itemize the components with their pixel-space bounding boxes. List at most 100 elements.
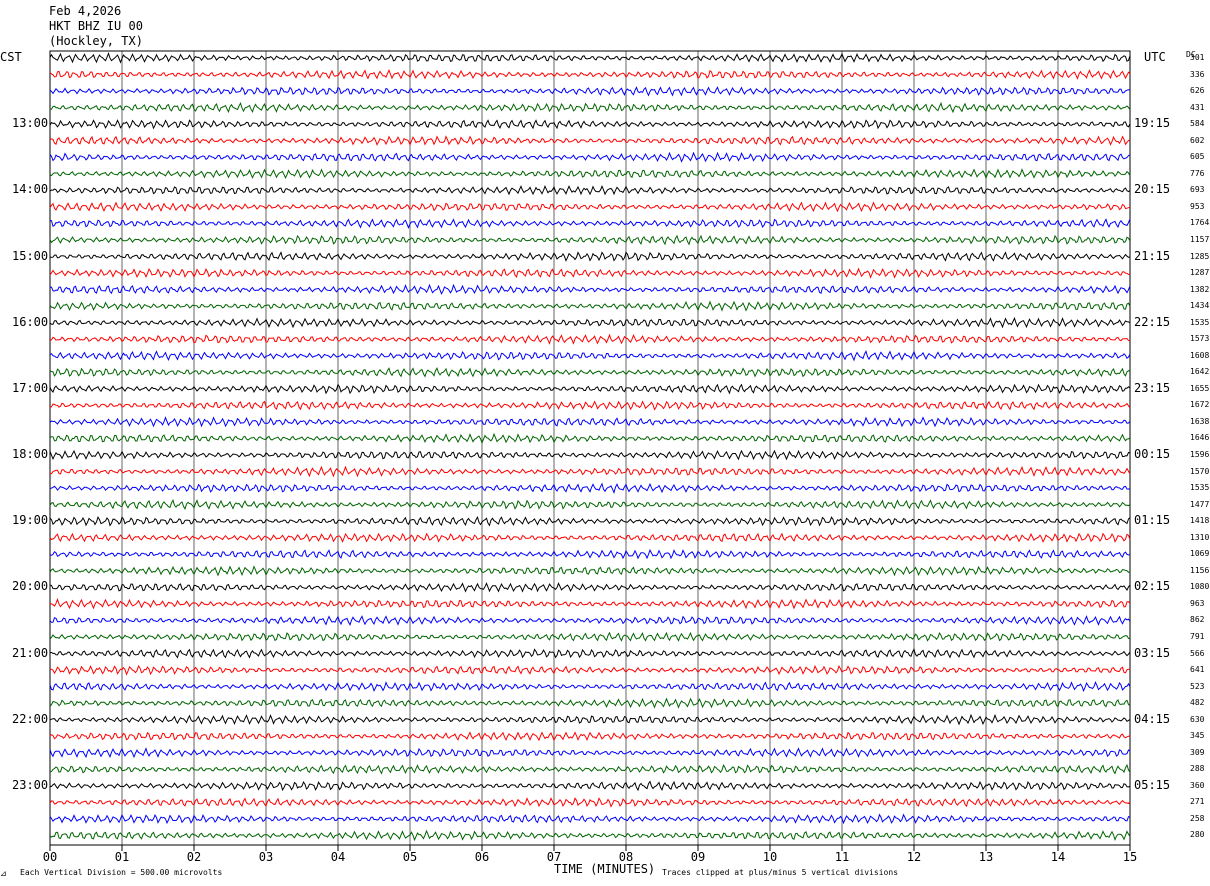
trace-row-40 xyxy=(49,697,1131,709)
trace-row-44 xyxy=(49,763,1131,775)
left-hour-label: 22:00 xyxy=(12,711,49,726)
dc-offset-value: 1157 xyxy=(1190,234,1210,244)
right-hour-label: 03:15 xyxy=(1134,645,1171,660)
dc-offset-value: 345 xyxy=(1190,731,1205,741)
trace-row-15 xyxy=(49,283,1131,295)
plot-date: Feb 4,2026 xyxy=(49,4,122,18)
trace-row-33 xyxy=(49,582,1131,593)
dc-offset-value: 280 xyxy=(1190,830,1205,840)
right-hour-label: 23:15 xyxy=(1134,380,1171,395)
trace-row-12 xyxy=(49,234,1131,246)
dc-offset-value: 1764 xyxy=(1190,218,1210,228)
dc-offset-value: 641 xyxy=(1190,665,1205,675)
x-tick-label: 01 xyxy=(115,850,129,864)
right-hour-label: 19:15 xyxy=(1134,116,1171,131)
dc-offset-value: 566 xyxy=(1190,648,1205,658)
dc-header-label: DC xyxy=(1186,50,1196,59)
trace-row-20 xyxy=(49,367,1131,378)
right-timezone-label: UTC xyxy=(1144,50,1166,64)
trace-row-8 xyxy=(49,168,1131,180)
dc-offset-value: 1573 xyxy=(1190,334,1210,344)
trace-row-39 xyxy=(49,680,1131,693)
dc-offset-value: 1310 xyxy=(1190,532,1210,542)
left-hour-label: 18:00 xyxy=(12,447,49,461)
x-tick-label: 03 xyxy=(259,850,273,864)
dc-offset-value: 301 xyxy=(1190,53,1205,62)
left-hour-label: 14:00 xyxy=(12,182,49,197)
trace-row-46 xyxy=(49,797,1131,808)
trace-row-11 xyxy=(49,218,1131,230)
left-hour-label: 16:00 xyxy=(12,314,49,329)
trace-row-29 xyxy=(49,515,1131,527)
trace-row-16 xyxy=(49,300,1131,312)
dc-offset-value: 1638 xyxy=(1190,416,1210,426)
x-tick-label: 06 xyxy=(475,850,489,864)
trace-row-13 xyxy=(49,251,1130,262)
x-tick-label: 14 xyxy=(1051,850,1065,864)
x-tick-label: 07 xyxy=(547,850,561,864)
trace-row-43 xyxy=(49,747,1131,759)
station-code: HKT BHZ IU 00 xyxy=(49,19,143,33)
left-hour-label: 21:00 xyxy=(12,645,49,660)
right-hour-label: 21:15 xyxy=(1134,248,1171,263)
dc-offset-value: 309 xyxy=(1190,747,1205,757)
trace-row-5 xyxy=(49,119,1131,130)
dc-offset-value: 1285 xyxy=(1190,251,1210,261)
station-location: (Hockley, TX) xyxy=(49,34,143,48)
x-tick-label: 05 xyxy=(403,850,417,864)
trace-row-3 xyxy=(49,86,1131,97)
trace-row-36 xyxy=(49,631,1131,642)
station-mark-icon: ⊿ xyxy=(0,869,7,878)
trace-row-7 xyxy=(49,151,1131,163)
dc-offset-value: 776 xyxy=(1190,168,1205,178)
trace-row-10 xyxy=(49,201,1131,213)
trace-row-28 xyxy=(49,499,1131,511)
right-hour-label: 00:15 xyxy=(1134,447,1171,461)
trace-row-32 xyxy=(49,565,1131,577)
dc-offset-value: 431 xyxy=(1190,102,1205,112)
dc-offset-value: 602 xyxy=(1190,135,1205,145)
trace-row-9 xyxy=(49,184,1131,196)
dc-offset-value: 523 xyxy=(1190,681,1205,691)
trace-row-37 xyxy=(50,648,1131,659)
trace-row-48 xyxy=(49,829,1131,842)
dc-offset-value: 1069 xyxy=(1190,549,1210,559)
clip-note: Traces clipped at plus/minus 5 vertical … xyxy=(662,868,899,877)
x-tick-label: 00 xyxy=(43,850,57,864)
dc-offset-value: 791 xyxy=(1190,631,1205,641)
x-tick-label: 11 xyxy=(835,850,849,864)
trace-row-1 xyxy=(49,52,1131,64)
left-hour-label: 20:00 xyxy=(12,579,49,594)
left-timezone-label: CST xyxy=(0,50,22,64)
x-tick-label: 04 xyxy=(331,850,345,864)
dc-offset-value: 1655 xyxy=(1190,383,1210,393)
right-hour-label: 22:15 xyxy=(1134,314,1171,329)
dc-offset-value: 626 xyxy=(1190,86,1205,96)
trace-row-31 xyxy=(49,548,1130,560)
trace-row-47 xyxy=(49,813,1131,825)
dc-offset-value: 1672 xyxy=(1190,400,1210,410)
right-hour-label: 01:15 xyxy=(1134,513,1171,528)
trace-row-2 xyxy=(49,68,1131,80)
trace-row-42 xyxy=(49,731,1131,742)
left-hour-label: 23:00 xyxy=(12,777,49,792)
dc-offset-value: 1596 xyxy=(1190,450,1210,459)
trace-row-23 xyxy=(49,416,1131,428)
trace-row-24 xyxy=(49,432,1131,445)
dc-offset-value: 1080 xyxy=(1190,582,1210,592)
dc-offset-value: 1646 xyxy=(1190,433,1210,443)
x-tick-label: 15 xyxy=(1123,850,1137,864)
dc-offset-value: 953 xyxy=(1190,201,1205,211)
trace-row-18 xyxy=(49,333,1131,345)
trace-row-19 xyxy=(49,349,1131,362)
plot-frame xyxy=(49,50,1131,846)
trace-row-30 xyxy=(49,532,1131,544)
x-tick-label: 08 xyxy=(619,850,633,864)
x-tick-label: 09 xyxy=(691,850,705,864)
trace-row-17 xyxy=(49,316,1131,329)
trace-row-4 xyxy=(49,101,1131,114)
trace-row-21 xyxy=(49,383,1131,395)
trace-row-27 xyxy=(49,482,1131,494)
x-axis-title: TIME (MINUTES) xyxy=(554,862,656,876)
